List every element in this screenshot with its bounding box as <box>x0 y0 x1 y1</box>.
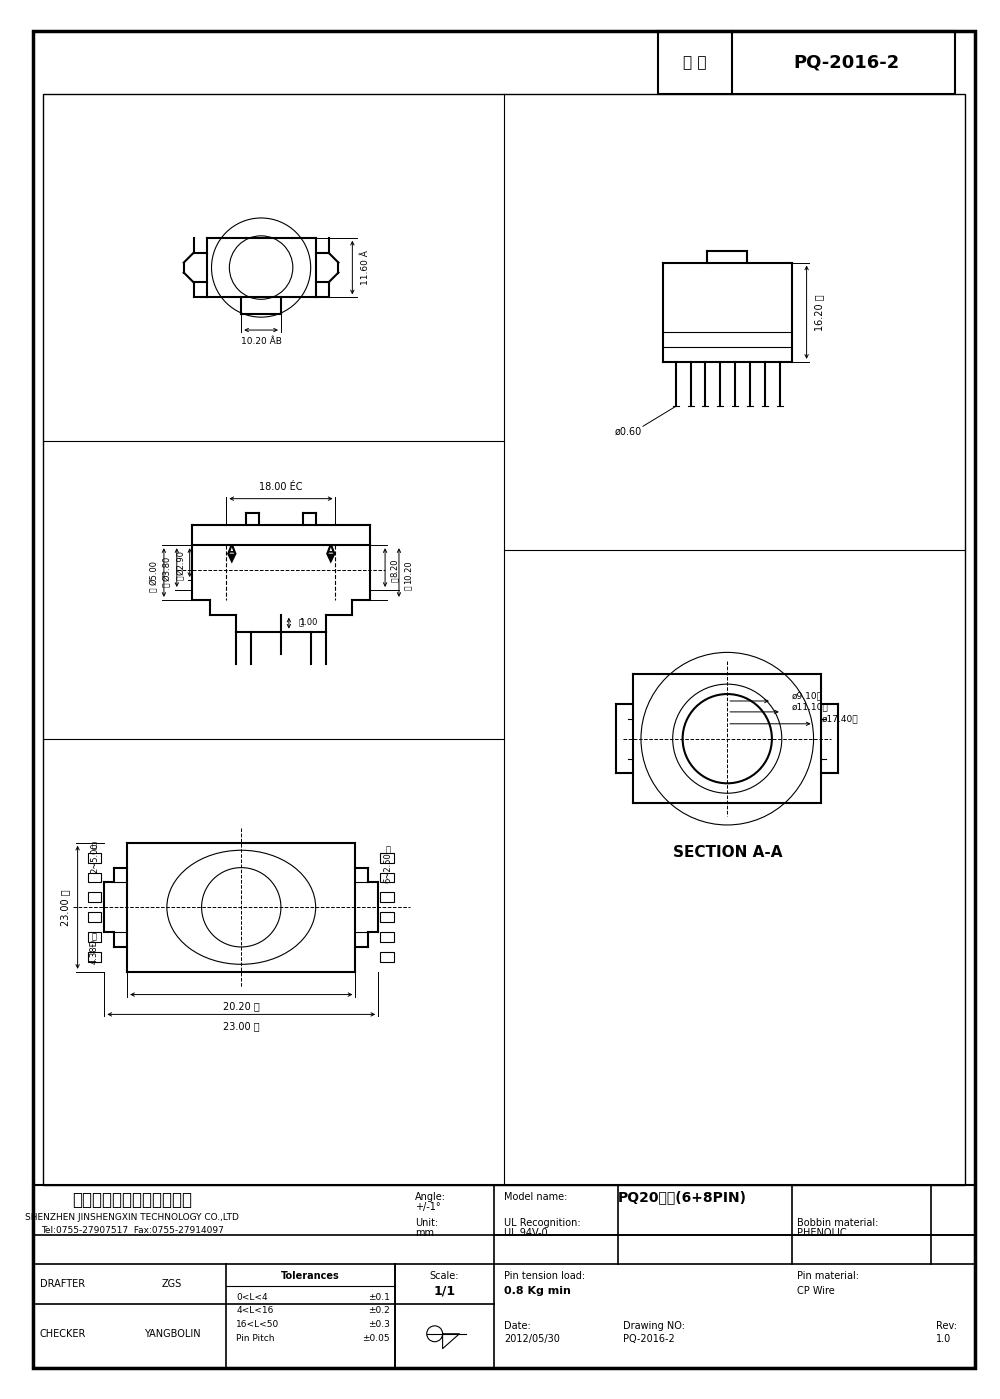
Text: PHENOLIC: PHENOLIC <box>797 1227 846 1238</box>
Text: 0<L<4: 0<L<4 <box>236 1293 268 1301</box>
Bar <box>380 893 394 902</box>
Text: ø17.40ⓢ: ø17.40ⓢ <box>821 715 858 723</box>
Text: Tel:0755-27907517  Fax:0755-27914097: Tel:0755-27907517 Fax:0755-27914097 <box>41 1226 224 1235</box>
Bar <box>88 853 101 863</box>
Bar <box>88 932 101 942</box>
Text: ±0.3: ±0.3 <box>368 1321 390 1329</box>
Text: Date:: Date: <box>504 1321 531 1330</box>
Text: PQ20立式(6+8PIN): PQ20立式(6+8PIN) <box>618 1191 747 1205</box>
Text: PQ-2016-2: PQ-2016-2 <box>623 1333 675 1343</box>
Text: 1/1: 1/1 <box>434 1284 456 1298</box>
Bar <box>380 912 394 922</box>
Text: Ø2.90: Ø2.90 <box>176 550 185 575</box>
Text: Ø3.80: Ø3.80 <box>162 555 171 581</box>
Text: 8.20: 8.20 <box>390 558 399 578</box>
Bar <box>33 1185 975 1368</box>
Text: ⓙ: ⓙ <box>92 933 97 942</box>
Text: 1.00: 1.00 <box>300 618 318 627</box>
Bar <box>88 912 101 922</box>
Text: +/-1°: +/-1° <box>415 1202 440 1212</box>
Text: ⓖ: ⓖ <box>390 578 399 582</box>
Text: 23.00 ⓛ: 23.00 ⓛ <box>60 888 70 926</box>
Text: ⓗ: ⓗ <box>404 586 413 590</box>
Text: ±0.2: ±0.2 <box>368 1307 390 1315</box>
Bar <box>380 951 394 963</box>
Bar <box>380 853 394 863</box>
Text: Scale:: Scale: <box>430 1272 459 1281</box>
Text: Pin material:: Pin material: <box>797 1272 859 1281</box>
Text: 4<L<16: 4<L<16 <box>236 1307 274 1315</box>
Text: 6~2.50: 6~2.50 <box>384 852 393 883</box>
Bar <box>88 951 101 963</box>
Bar <box>88 893 101 902</box>
Text: ⓕ: ⓕ <box>176 576 185 581</box>
Text: 16.20 ⓖ: 16.20 ⓖ <box>814 294 824 330</box>
Text: ⓘ: ⓘ <box>298 618 303 627</box>
Text: 16<L<50: 16<L<50 <box>236 1321 280 1329</box>
Text: 2012/05/30: 2012/05/30 <box>504 1333 560 1343</box>
Text: ▼: ▼ <box>227 551 236 565</box>
Text: CP Wire: CP Wire <box>797 1286 834 1295</box>
Text: Bobbin material:: Bobbin material: <box>797 1217 878 1228</box>
Text: Ø5.00: Ø5.00 <box>149 560 158 585</box>
Text: ⓚ: ⓚ <box>92 841 97 851</box>
Text: A: A <box>326 544 335 557</box>
Text: CHECKER: CHECKER <box>40 1329 86 1339</box>
Text: ±0.1: ±0.1 <box>368 1293 390 1301</box>
Bar <box>380 873 394 883</box>
Text: ø11.10ⓡ: ø11.10ⓡ <box>792 702 828 712</box>
Text: Drawing NO:: Drawing NO: <box>623 1321 685 1330</box>
Bar <box>380 932 394 942</box>
Text: Pin tension load:: Pin tension load: <box>504 1272 585 1281</box>
Text: Tolerances: Tolerances <box>281 1272 340 1281</box>
Text: 10.20: 10.20 <box>404 560 413 583</box>
Text: 23.00 ⓞ: 23.00 ⓞ <box>223 1021 260 1031</box>
Text: 0.8 Kg min: 0.8 Kg min <box>504 1286 571 1295</box>
Text: ZGS: ZGS <box>162 1279 182 1288</box>
Text: DRAFTER: DRAFTER <box>40 1279 85 1288</box>
Text: 10.20 ÂB: 10.20 ÂB <box>241 337 282 347</box>
Bar <box>658 31 955 94</box>
Text: A: A <box>227 544 236 557</box>
Text: 型 号: 型 号 <box>683 55 706 70</box>
Text: SECTION A-A: SECTION A-A <box>673 845 782 860</box>
Text: ⓜ: ⓜ <box>386 845 391 855</box>
Text: YANGBOLIN: YANGBOLIN <box>144 1329 200 1339</box>
Text: UL Recognition:: UL Recognition: <box>504 1217 581 1228</box>
Text: 11.60 Â: 11.60 Â <box>361 250 370 285</box>
Bar <box>88 873 101 883</box>
Text: 4.38Ð: 4.38Ð <box>90 939 99 964</box>
Text: UL 94V-0: UL 94V-0 <box>504 1227 548 1238</box>
Text: ⓓ: ⓓ <box>149 588 158 592</box>
Text: Angle:: Angle: <box>415 1192 446 1202</box>
Text: ±0.05: ±0.05 <box>362 1335 390 1343</box>
Text: 深圳市金盛鑫科技有限公司: 深圳市金盛鑫科技有限公司 <box>72 1191 192 1209</box>
Text: mm: mm <box>415 1227 434 1238</box>
Text: ▼: ▼ <box>326 551 335 565</box>
Text: ⓔ: ⓔ <box>162 582 171 588</box>
Bar <box>43 94 965 1185</box>
Text: 2~5.00: 2~5.00 <box>90 842 99 873</box>
Text: Unit:: Unit: <box>415 1217 438 1228</box>
Text: ø9.10ⓠ: ø9.10ⓠ <box>792 691 823 701</box>
Text: 18.00 ÉC: 18.00 ÉC <box>259 481 303 492</box>
Text: ø0.60: ø0.60 <box>614 427 642 436</box>
Text: 20.20 ⓝ: 20.20 ⓝ <box>223 1002 260 1011</box>
Text: SHENZHEN JINSHENGXIN TECHNOLOGY CO.,LTD: SHENZHEN JINSHENGXIN TECHNOLOGY CO.,LTD <box>25 1213 239 1223</box>
Text: PQ-2016-2: PQ-2016-2 <box>793 53 899 71</box>
Text: Model name:: Model name: <box>504 1192 567 1202</box>
Text: Pin Pitch: Pin Pitch <box>236 1335 275 1343</box>
Text: Rev:: Rev: <box>936 1321 957 1330</box>
Text: 1.0: 1.0 <box>936 1333 951 1343</box>
